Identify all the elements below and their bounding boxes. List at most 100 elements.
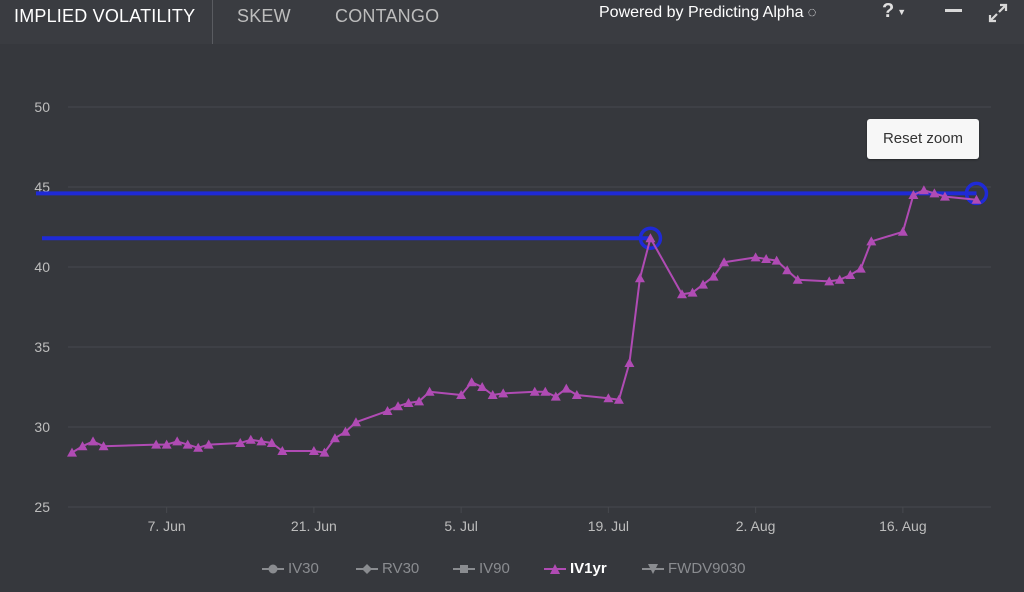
data-point-marker[interactable]	[477, 382, 488, 391]
data-point-marker[interactable]	[708, 271, 719, 281]
y-tick-label: 50	[34, 99, 50, 115]
x-tick-label: 16. Aug	[879, 518, 927, 534]
help-menu[interactable]: ? ▼	[882, 0, 906, 23]
data-point-marker[interactable]	[761, 254, 772, 263]
data-point-marker[interactable]	[677, 289, 687, 299]
data-point-marker[interactable]	[350, 417, 361, 427]
data-point-marker[interactable]	[456, 390, 467, 399]
data-point-marker[interactable]	[382, 406, 393, 415]
data-point-marker[interactable]	[529, 386, 540, 396]
series-line	[71, 189, 977, 454]
data-point-marker[interactable]	[908, 190, 919, 199]
y-tick-label: 25	[34, 499, 50, 515]
legend-item-iv1yr[interactable]: IV1yr	[544, 557, 607, 581]
data-point-marker[interactable]	[182, 439, 193, 449]
legend-item-iv30[interactable]: IV30	[262, 557, 319, 581]
legend-label-iv90: IV90	[479, 560, 510, 577]
legend: IV30 RV30 IV90 IV1yr FWDV9030	[0, 557, 1024, 581]
legend-label-rv30: RV30	[382, 560, 420, 577]
data-point-marker[interactable]	[645, 233, 656, 243]
data-point-marker[interactable]	[750, 252, 761, 262]
triangle-down-marker-icon	[642, 563, 664, 575]
data-point-marker[interactable]	[245, 434, 256, 444]
data-point-marker[interactable]	[792, 274, 803, 284]
data-point-marker[interactable]	[67, 447, 77, 457]
data-point-marker[interactable]	[161, 439, 172, 449]
data-point-marker[interactable]	[77, 441, 88, 451]
predicting-alpha-logo-icon: ◌	[807, 4, 817, 21]
y-tick-label: 40	[34, 259, 50, 275]
diamond-marker-icon	[356, 563, 378, 575]
square-marker-icon	[453, 563, 475, 575]
legend-item-fwdv9030[interactable]: FWDV9030	[642, 557, 746, 581]
data-point-marker[interactable]	[561, 383, 572, 393]
data-point-marker[interactable]	[719, 257, 730, 267]
data-point-marker[interactable]	[971, 194, 982, 204]
data-point-marker[interactable]	[540, 386, 551, 396]
data-point-marker[interactable]	[550, 391, 561, 401]
help-icon: ?	[882, 0, 895, 22]
minimize-icon[interactable]	[945, 9, 962, 12]
data-point-marker[interactable]	[939, 191, 950, 201]
legend-label-iv1yr: IV1yr	[570, 560, 607, 577]
data-point-marker[interactable]	[319, 447, 330, 457]
tab-implied-volatility[interactable]: IMPLIED VOLATILITY	[14, 6, 196, 26]
data-point-marker[interactable]	[308, 446, 319, 455]
top-bar: IMPLIED VOLATILITY SKEW CONTANGO Powered…	[0, 0, 1024, 44]
chevron-down-icon: ▼	[897, 6, 907, 17]
data-point-marker[interactable]	[918, 185, 929, 195]
legend-item-rv30[interactable]: RV30	[356, 557, 419, 581]
data-point-marker[interactable]	[624, 358, 635, 367]
data-point-marker[interactable]	[466, 377, 477, 387]
tab-contango[interactable]: CONTANGO	[335, 6, 440, 26]
data-point-marker[interactable]	[498, 388, 509, 398]
data-point-marker[interactable]	[424, 386, 435, 396]
data-point-marker[interactable]	[403, 398, 414, 407]
data-point-marker[interactable]	[824, 276, 835, 286]
triangle-marker-icon	[544, 563, 566, 575]
data-point-marker[interactable]	[771, 255, 782, 265]
data-point-marker[interactable]	[329, 433, 340, 443]
data-point-marker[interactable]	[834, 274, 845, 284]
data-point-marker[interactable]	[855, 263, 866, 273]
data-point-marker[interactable]	[897, 226, 908, 236]
expand-icon[interactable]	[987, 2, 1009, 24]
data-point-marker[interactable]	[603, 393, 614, 403]
data-point-marker[interactable]	[277, 446, 288, 455]
data-point-marker[interactable]	[634, 273, 645, 283]
x-tick-label: 19. Jul	[588, 518, 629, 534]
data-point-marker[interactable]	[172, 436, 183, 446]
data-point-marker[interactable]	[866, 236, 877, 246]
powered-by[interactable]: Powered by Predicting Alpha ◌	[599, 4, 817, 22]
data-point-marker[interactable]	[487, 390, 498, 399]
data-point-marker[interactable]	[414, 396, 425, 406]
data-point-marker[interactable]	[613, 394, 624, 404]
data-point-marker[interactable]	[88, 436, 99, 446]
y-axis: 25 30 35 40 45 50	[34, 99, 50, 515]
x-tick-label: 21. Jun	[291, 518, 337, 534]
data-point-marker[interactable]	[571, 390, 582, 399]
data-point-marker[interactable]	[203, 439, 214, 449]
tab-skew[interactable]: SKEW	[237, 6, 291, 26]
data-point-marker[interactable]	[193, 442, 204, 452]
legend-item-iv90[interactable]: IV90	[453, 557, 510, 581]
data-point-marker[interactable]	[782, 265, 793, 275]
data-point-marker[interactable]	[687, 287, 698, 297]
data-point-marker[interactable]	[698, 279, 709, 289]
data-point-marker[interactable]	[98, 441, 109, 451]
data-point-marker[interactable]	[929, 188, 940, 198]
series-iv1yr[interactable]	[67, 185, 982, 457]
tab-divider	[212, 0, 213, 44]
data-point-marker[interactable]	[151, 439, 162, 449]
data-point-marker[interactable]	[845, 270, 856, 279]
reset-zoom-button[interactable]: Reset zoom	[867, 119, 979, 159]
data-point-marker[interactable]	[235, 438, 246, 447]
data-point-marker[interactable]	[393, 401, 404, 411]
data-point-marker[interactable]	[256, 436, 267, 446]
y-tick-label: 45	[34, 179, 50, 195]
data-point-marker[interactable]	[266, 438, 277, 447]
annotations	[36, 181, 989, 250]
data-point-marker[interactable]	[340, 426, 351, 436]
x-tick-label: 2. Aug	[736, 518, 776, 534]
